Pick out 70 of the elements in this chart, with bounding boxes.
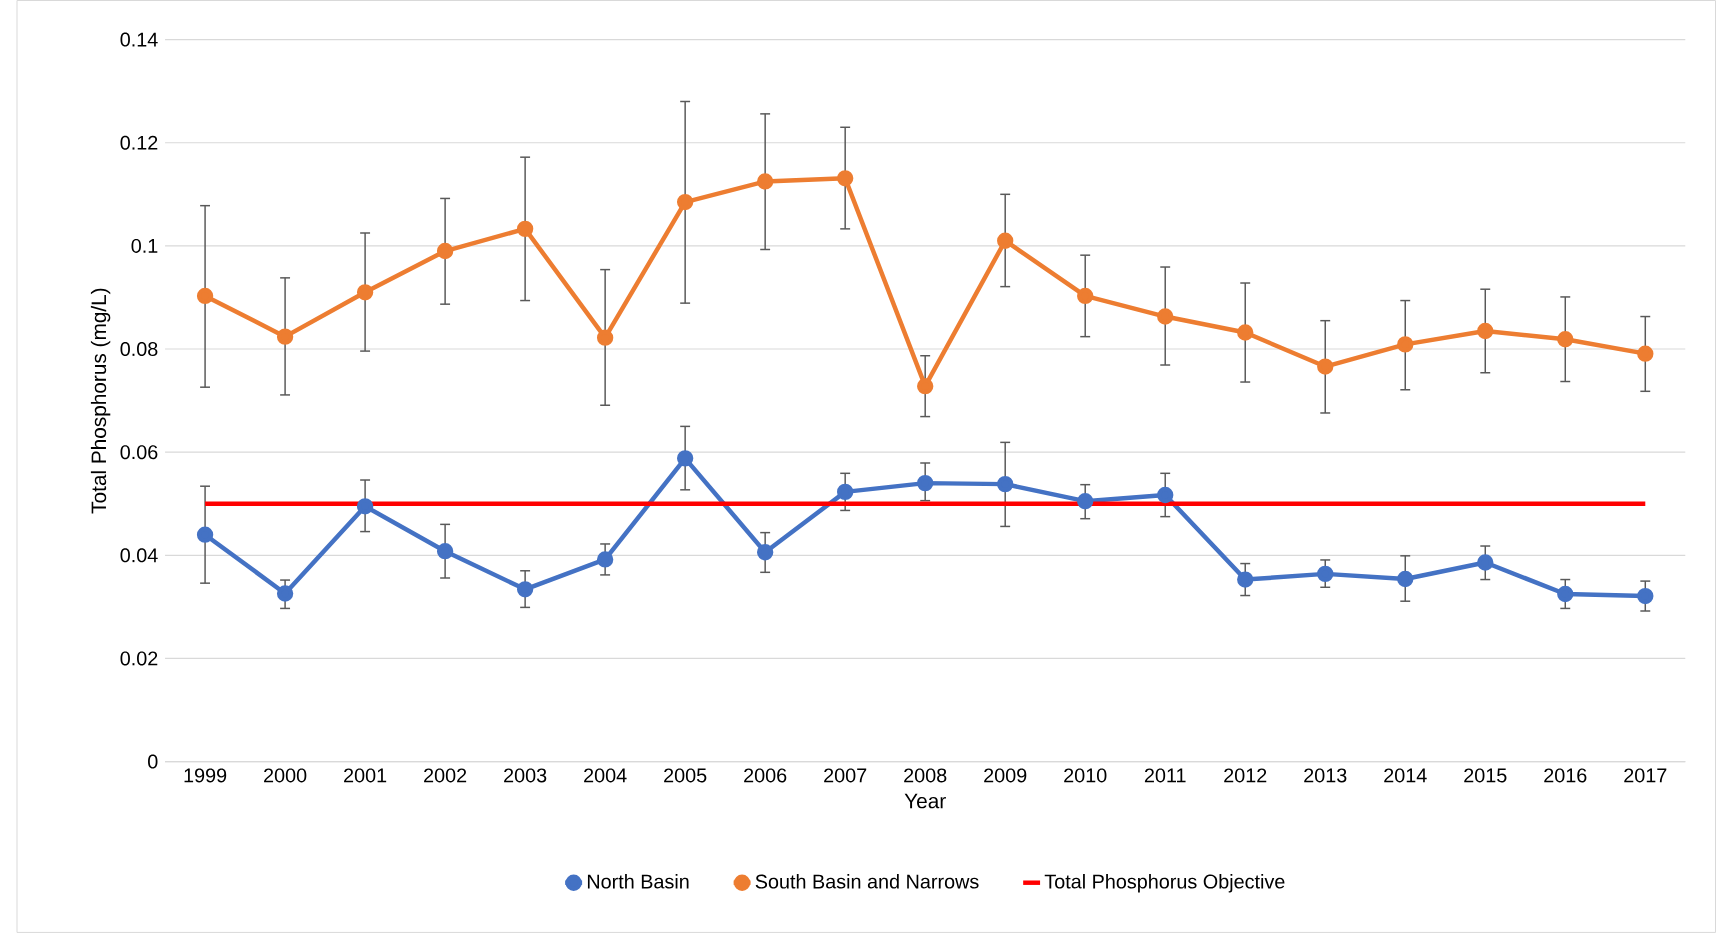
x-tick-label: 2014: [1384, 768, 1427, 783]
legend-label: North Basin: [587, 874, 689, 889]
y-tick-label: 0.06: [120, 445, 158, 460]
point: [676, 193, 694, 211]
legend-label: Total Phosphorus Objective: [1044, 874, 1285, 893]
point: [997, 476, 1014, 493]
point: [596, 329, 614, 346]
point: [917, 378, 934, 395]
x-tick-label: 1999: [184, 768, 227, 783]
y-axis-title: Total Phosphorus (mg/L): [90, 288, 111, 514]
x-tick-label: 2004: [584, 768, 627, 783]
point: [1397, 336, 1414, 353]
point: [756, 544, 774, 561]
point: [837, 483, 854, 501]
x-tick-label: 2010: [1064, 768, 1107, 783]
x-tick-label: 2000: [264, 768, 307, 783]
y-tick-label: 0.1: [131, 238, 158, 253]
point: [997, 232, 1014, 249]
y-tick-label: 0.04: [120, 548, 158, 563]
point: [1077, 287, 1094, 305]
point: [276, 328, 294, 345]
point: [1477, 554, 1494, 571]
point: [1637, 345, 1654, 362]
point: [596, 551, 614, 568]
x-tick-label: 2011: [1144, 768, 1186, 783]
point: [516, 220, 534, 238]
y-tick-label: 0.12: [120, 135, 158, 150]
point: [1237, 571, 1254, 588]
point: [1637, 587, 1654, 605]
point: [436, 543, 454, 560]
y-tick-label: 0: [148, 754, 158, 769]
y-tick-label: 0.02: [120, 651, 158, 666]
point: [1397, 570, 1414, 588]
x-tick-label: 2001: [344, 768, 387, 783]
x-axis-title: Year: [904, 793, 946, 809]
point: [356, 498, 374, 515]
x-tick-label: 2016: [1544, 768, 1587, 783]
point: [917, 474, 934, 492]
point: [196, 287, 214, 305]
point: [196, 526, 214, 543]
point: [1077, 493, 1094, 510]
x-tick-label: 2003: [504, 768, 547, 783]
point: [676, 450, 694, 467]
y-tick-label: 0.14: [120, 32, 158, 47]
x-tick-label: 2013: [1304, 768, 1347, 783]
x-tick-label: 2002: [424, 768, 467, 783]
x-tick-label: 2017: [1624, 768, 1667, 783]
legend-label: South Basin and Narrows: [755, 874, 979, 889]
point: [837, 170, 854, 187]
point: [1557, 585, 1574, 603]
x-tick-label: 2006: [744, 768, 787, 783]
y-tick-label: 0.08: [120, 342, 158, 357]
x-tick-label: 2012: [1224, 768, 1267, 783]
point: [1157, 308, 1174, 325]
point: [1557, 331, 1574, 348]
x-tick-label: 2009: [984, 768, 1027, 783]
point: [1237, 324, 1254, 341]
point: [516, 581, 534, 598]
point: [1157, 486, 1174, 504]
point: [1317, 358, 1334, 375]
point: [356, 284, 374, 301]
x-tick-label: 2008: [904, 768, 947, 783]
x-tick-label: 2005: [664, 768, 707, 783]
point: [276, 585, 294, 602]
point: [436, 242, 454, 260]
x-tick-label: 2015: [1464, 768, 1507, 783]
point: [1477, 322, 1494, 340]
point: [1317, 565, 1334, 583]
x-tick-label: 2007: [824, 768, 867, 783]
point: [756, 173, 774, 190]
